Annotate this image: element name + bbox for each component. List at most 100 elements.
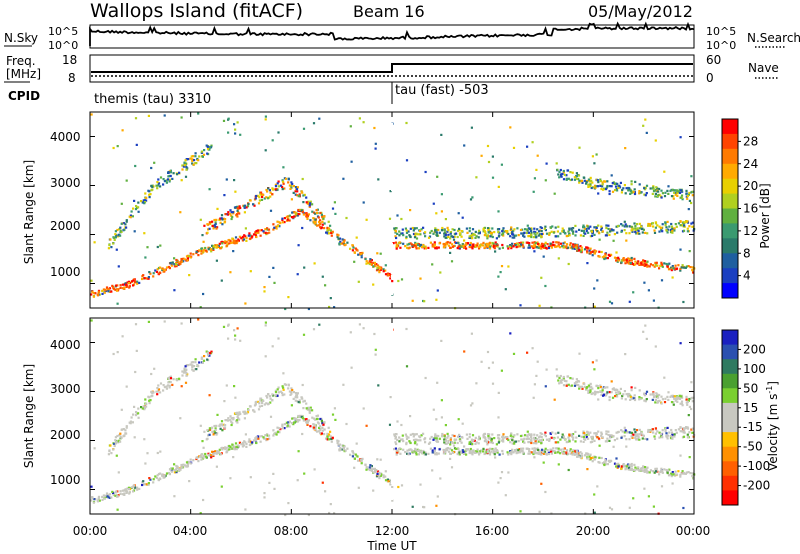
velocity-point-1325 [415, 443, 419, 446]
velocity-point-2008 [533, 438, 536, 441]
power-point-1096 [598, 255, 601, 258]
power-point-793 [315, 209, 318, 212]
velocity-point-1241 [646, 466, 649, 469]
power-point-1491 [582, 224, 585, 227]
power-point-1092 [601, 256, 604, 259]
power-point-1968 [654, 264, 658, 267]
power-point-524 [157, 178, 160, 181]
velocity-point-1654 [597, 437, 601, 440]
velocity-point-2177 [328, 511, 331, 515]
power-point-1466 [583, 227, 586, 230]
vel-ytick-2000: 2000 [50, 428, 81, 442]
power-point-1618 [637, 229, 640, 232]
power-point-1997 [202, 292, 205, 296]
power-point-1596 [636, 228, 639, 231]
power-point-1930 [234, 190, 237, 193]
power-point-589 [162, 183, 165, 186]
power-point-1681 [634, 228, 637, 231]
power-point-358 [325, 231, 328, 234]
power-point-616 [236, 215, 239, 218]
power-point-276 [281, 221, 284, 224]
power-point-1978 [679, 248, 682, 251]
power-point-1424 [574, 224, 577, 227]
power-point-1368 [468, 235, 471, 238]
cpid-second: tau (fast) -503 [395, 83, 489, 98]
velocity-point-1306 [483, 440, 486, 443]
velocity-point-1903 [672, 403, 675, 406]
velocity-point-1989 [630, 386, 633, 389]
power-point-1954 [553, 192, 556, 195]
velocity-point-1942 [312, 328, 316, 331]
power-point-620 [229, 209, 232, 212]
power-point-491 [144, 192, 147, 195]
power-point-2168 [297, 244, 300, 247]
power-point-1340 [458, 229, 461, 232]
velocity-point-1188 [627, 463, 630, 466]
power-point-775 [312, 211, 316, 214]
velocity-point-1650 [607, 430, 610, 433]
power-point-1502 [509, 235, 512, 238]
power-point-2034 [545, 162, 548, 165]
power-point-1756 [577, 174, 581, 177]
velocity-point-500 [123, 434, 126, 437]
velocity-point-125 [131, 486, 134, 489]
power-point-1972 [183, 164, 186, 167]
power-point-652 [216, 226, 219, 229]
velocity-point-1078 [604, 463, 607, 466]
power-point-893 [416, 242, 419, 245]
velocity-point-628 [224, 424, 227, 427]
power-point-917 [399, 246, 402, 249]
power-point-761 [290, 181, 293, 184]
velocity-point-1816 [630, 389, 633, 392]
velocity-point-847 [490, 450, 493, 453]
velocity-point-1238 [667, 469, 670, 472]
velocity-point-1120 [575, 452, 578, 455]
power-point-2008 [533, 232, 536, 235]
velocity-point-1837 [652, 392, 655, 395]
power-cbar-ticklabel-5: 8 [743, 246, 751, 260]
power-point-20 [98, 293, 101, 296]
velocity-point-1129 [577, 455, 580, 458]
power-point-890 [458, 247, 461, 250]
velocity-point-1242 [658, 473, 661, 476]
velocity-point-376 [304, 418, 308, 421]
power-point-1688 [638, 222, 641, 225]
power-point-2016 [671, 276, 674, 279]
velocity-point-349 [328, 434, 331, 437]
power-cbar-swatch-10 [722, 268, 738, 284]
power-point-835 [450, 243, 454, 246]
vel-cbar-frame [721, 329, 739, 506]
velocity-point-1474 [495, 443, 498, 446]
power-point-905 [482, 244, 485, 247]
power-point-2153 [423, 300, 426, 303]
velocity-point-1138 [588, 455, 591, 458]
power-point-2020 [287, 296, 290, 299]
velocity-point-1385 [435, 437, 438, 440]
power-point-1655 [593, 233, 596, 236]
velocity-point-2158 [372, 489, 375, 492]
velocity-point-312 [297, 419, 300, 422]
power-point-723 [262, 193, 265, 196]
power-point-1273 [393, 228, 396, 231]
velocity-point-1887 [645, 398, 648, 401]
power-point-1188 [627, 257, 630, 260]
power-point-1047 [506, 245, 509, 248]
velocity-point-1426 [517, 440, 520, 443]
power-point-2058 [374, 142, 377, 145]
power-point-1200 [661, 263, 664, 267]
power-point-1909 [601, 185, 604, 188]
velocity-point-1064 [561, 451, 564, 454]
velocity-point-624 [231, 421, 234, 425]
power-point-709 [258, 199, 261, 202]
power-point-2171 [419, 277, 422, 280]
power-point-248 [235, 241, 238, 244]
velocity-point-1884 [686, 401, 689, 404]
power-point-154 [185, 255, 189, 258]
velocity-point-529 [190, 361, 193, 364]
power-point-2039 [671, 231, 674, 234]
power-point-1870 [623, 184, 626, 187]
velocity-point-946 [462, 450, 465, 453]
power-point-1032 [546, 243, 549, 246]
power-point-703 [263, 197, 266, 200]
velocity-point-419 [386, 478, 389, 481]
